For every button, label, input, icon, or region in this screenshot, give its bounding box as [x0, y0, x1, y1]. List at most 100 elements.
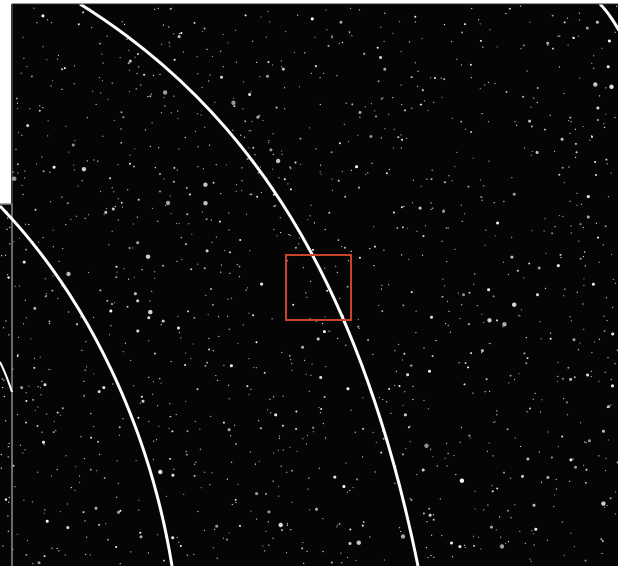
- star: [349, 489, 351, 492]
- star: [255, 341, 258, 344]
- star: [606, 505, 608, 507]
- star: [165, 200, 171, 206]
- star: [502, 326, 504, 328]
- star: [468, 434, 471, 437]
- star: [220, 50, 222, 52]
- star: [448, 175, 450, 177]
- star: [496, 410, 498, 412]
- star: [531, 230, 533, 232]
- star: [569, 480, 571, 482]
- star: [388, 168, 390, 171]
- star: [414, 21, 416, 23]
- star: [603, 315, 605, 317]
- star: [450, 541, 453, 545]
- star: [102, 135, 104, 137]
- star: [122, 351, 124, 353]
- star: [280, 465, 282, 467]
- star: [541, 399, 543, 401]
- star: [543, 128, 546, 131]
- star: [25, 248, 28, 251]
- star: [16, 414, 19, 416]
- star: [354, 431, 356, 433]
- star: [51, 289, 54, 292]
- star: [305, 292, 307, 294]
- star: [245, 289, 247, 291]
- star: [536, 293, 539, 297]
- star: [173, 58, 176, 61]
- star: [24, 223, 26, 225]
- star: [582, 256, 585, 258]
- star: [451, 117, 453, 119]
- star: [605, 113, 607, 115]
- star: [44, 278, 46, 280]
- star: [427, 408, 429, 410]
- star: [86, 160, 88, 162]
- star: [193, 553, 195, 555]
- star: [169, 195, 171, 197]
- star: [591, 352, 593, 354]
- star: [52, 431, 55, 434]
- star: [204, 126, 206, 128]
- star: [531, 150, 534, 153]
- star: [523, 352, 526, 355]
- star: [427, 557, 429, 559]
- star: [593, 55, 595, 57]
- star: [85, 341, 87, 343]
- star: [44, 295, 47, 298]
- star: [591, 282, 595, 286]
- star: [18, 336, 20, 338]
- star: [422, 512, 425, 515]
- star: [428, 513, 432, 517]
- star: [575, 156, 577, 158]
- star: [584, 265, 587, 267]
- star: [396, 227, 399, 229]
- star: [74, 489, 76, 491]
- star: [556, 380, 558, 383]
- star: [102, 386, 106, 390]
- star: [120, 128, 122, 130]
- star: [441, 96, 443, 98]
- star: [30, 338, 32, 340]
- star: [590, 375, 592, 378]
- star: [496, 319, 498, 322]
- star: [430, 554, 432, 557]
- inset-star-panel: [0, 204, 12, 566]
- star: [304, 52, 306, 54]
- star: [494, 235, 496, 237]
- star: [563, 554, 565, 556]
- star: [536, 87, 539, 89]
- star: [150, 93, 152, 95]
- star: [42, 237, 44, 239]
- star: [487, 81, 490, 83]
- star: [373, 265, 375, 267]
- star: [121, 206, 124, 208]
- star: [81, 349, 83, 351]
- star: [122, 418, 124, 420]
- star: [56, 58, 59, 60]
- star: [358, 9, 361, 11]
- star: [91, 27, 93, 29]
- star: [584, 441, 586, 443]
- star: [302, 438, 304, 440]
- star: [205, 218, 208, 221]
- star: [505, 13, 507, 15]
- star: [237, 342, 239, 344]
- star: [259, 76, 261, 78]
- star: [13, 241, 15, 243]
- star: [160, 324, 162, 326]
- corner-arc: [598, 2, 620, 33]
- star: [611, 384, 614, 388]
- star: [265, 36, 267, 38]
- star: [420, 185, 422, 187]
- star: [519, 5, 522, 7]
- star: [610, 172, 612, 174]
- star: [573, 546, 576, 548]
- star: [275, 106, 278, 109]
- star: [410, 499, 413, 501]
- star: [127, 189, 129, 191]
- star: [185, 400, 187, 402]
- star: [446, 465, 448, 467]
- star: [173, 166, 176, 169]
- star: [262, 119, 264, 122]
- star: [573, 37, 575, 40]
